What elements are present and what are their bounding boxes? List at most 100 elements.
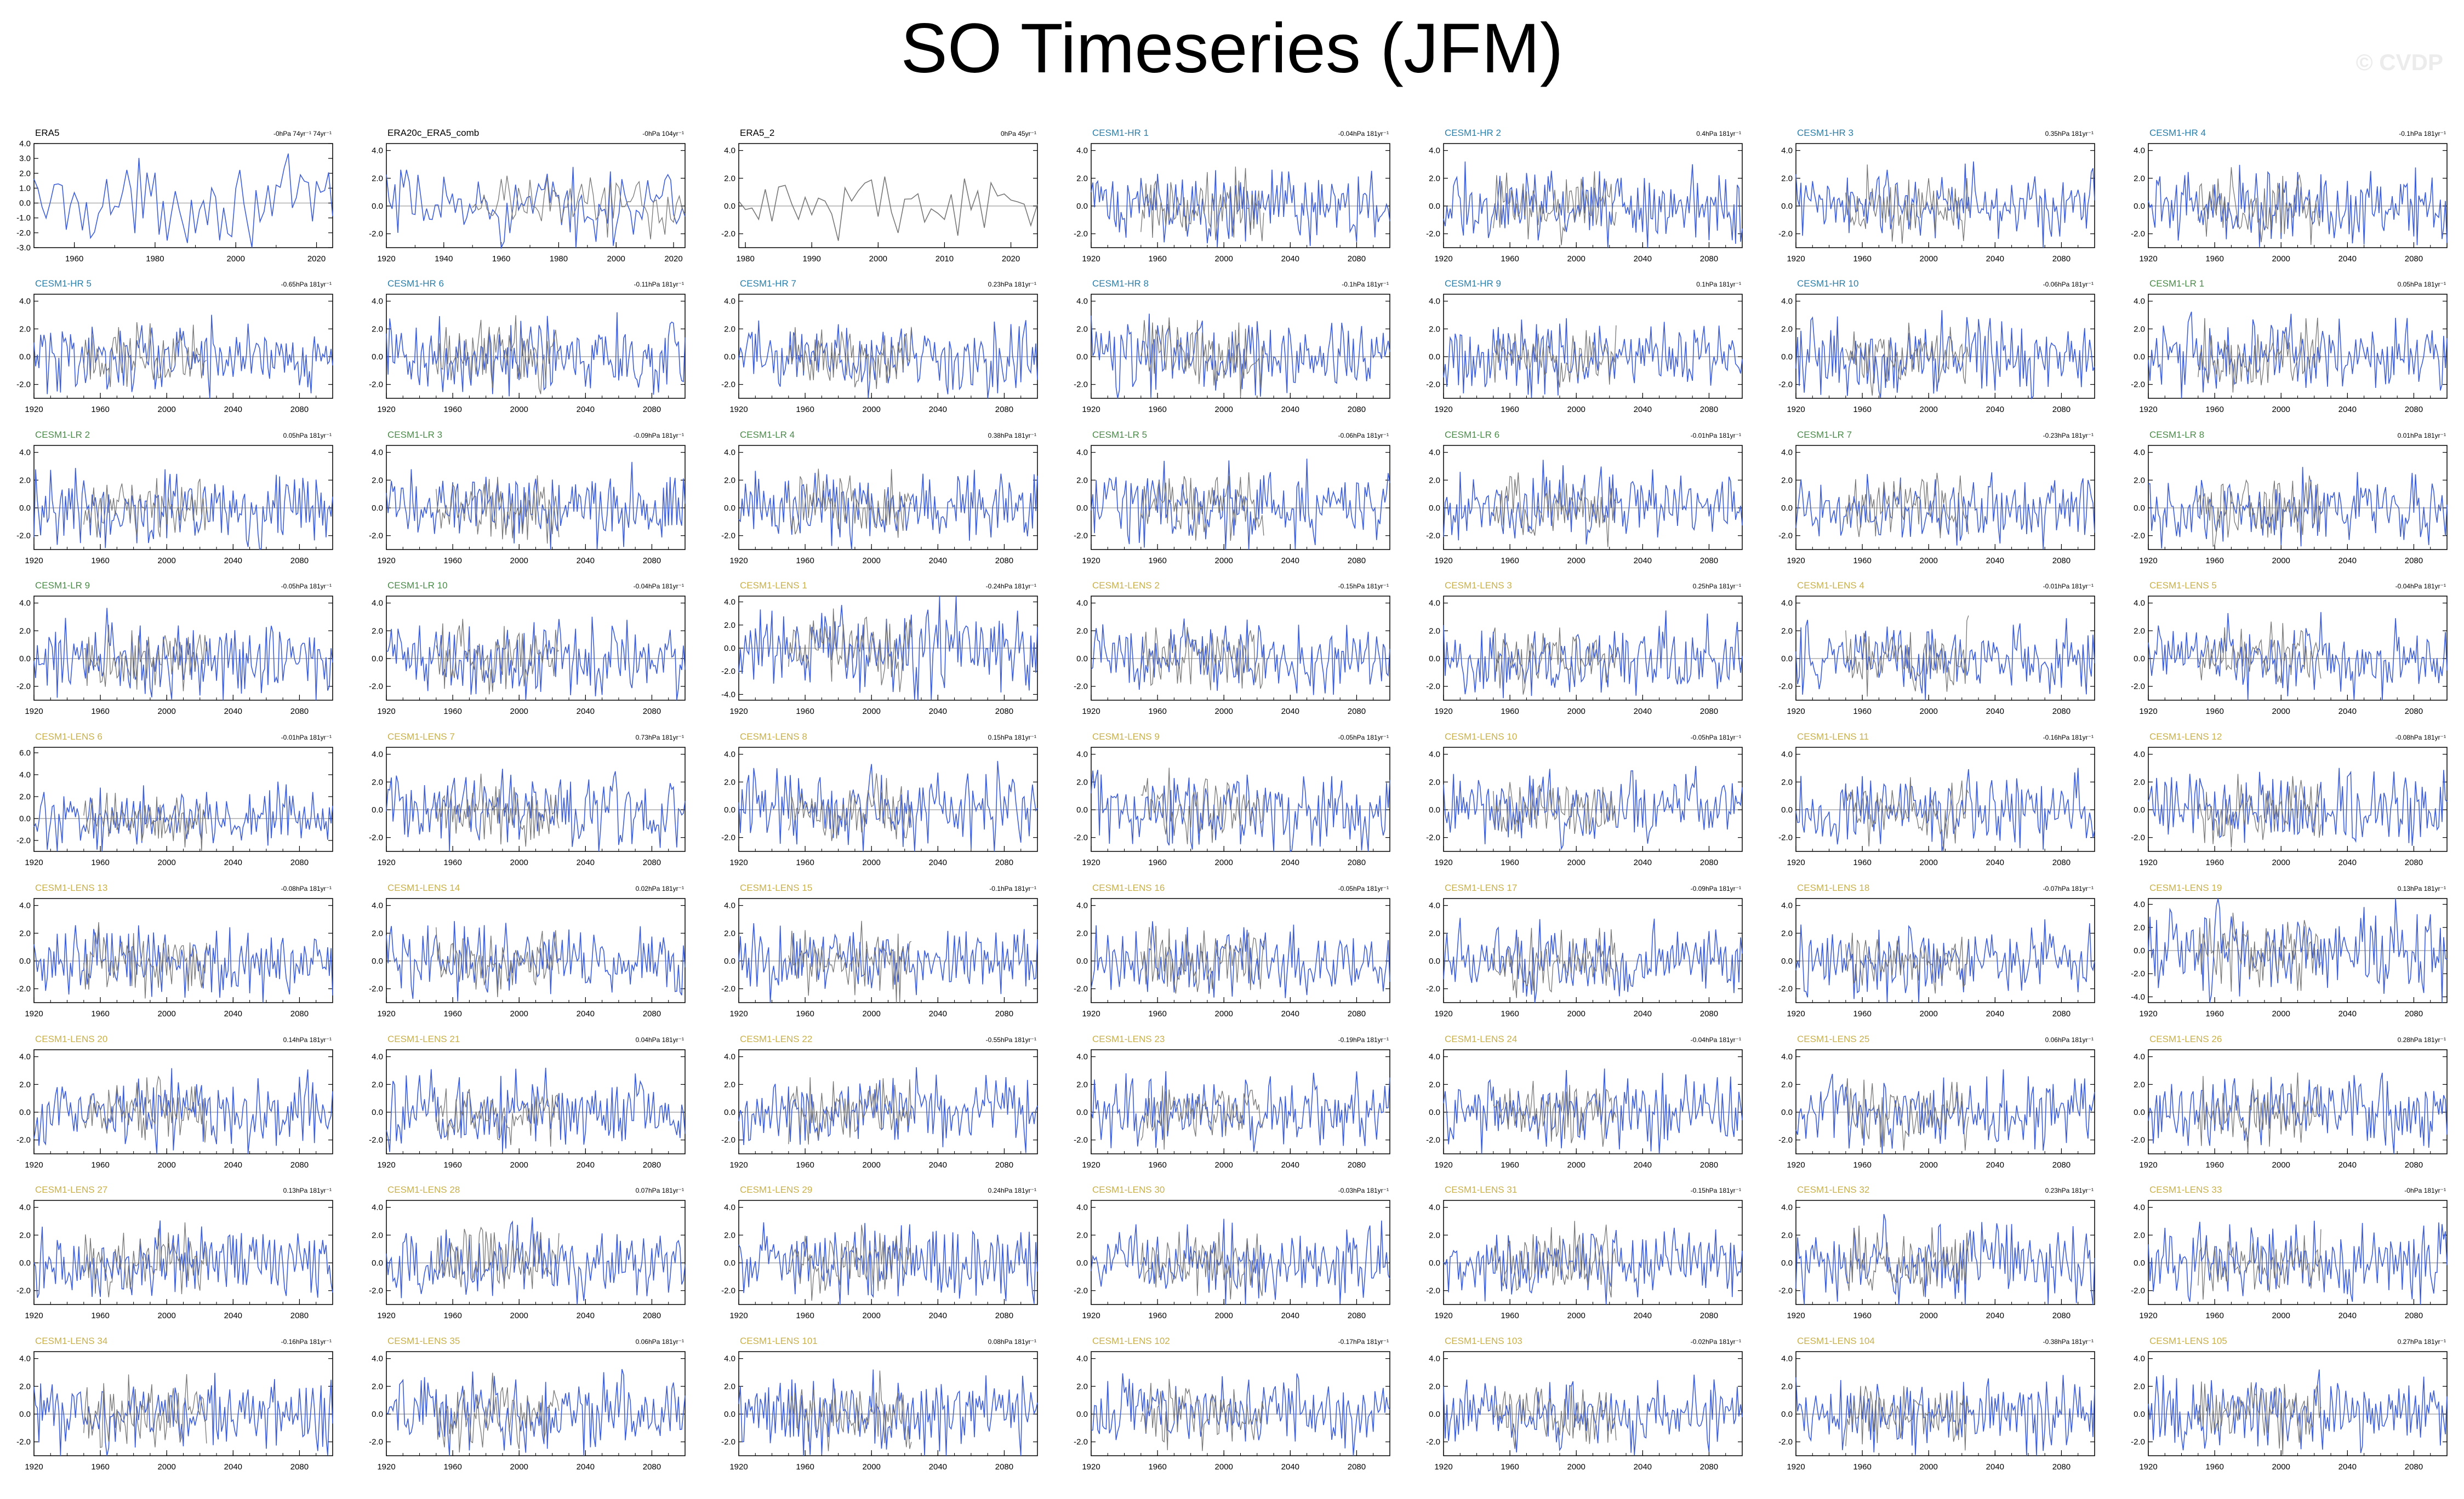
series-line: [1795, 1214, 2095, 1305]
panel-label: CESM1-LENS 14: [387, 883, 460, 893]
y-tick-label: -2.0: [721, 230, 735, 239]
y-tick-label: 4.0: [1781, 297, 1793, 306]
x-tick-label: 2080: [1348, 707, 1366, 716]
panel-cesm1-lr-8: CESM1-LR 8 0.01hPa 181yr⁻¹ 4.0 2.0 0.0 -2.0 19…: [2131, 430, 2448, 565]
trend-label: -0.05hPa 181yr⁻¹: [1338, 734, 1389, 741]
y-tick-label: 4.0: [1781, 448, 1793, 457]
panel-label: CESM1-LENS 8: [740, 731, 807, 742]
series-line: [2148, 1072, 2448, 1154]
x-tick-label: 1920: [2139, 1311, 2157, 1320]
y-tick-label: 4.0: [1781, 1354, 1793, 1364]
y-tick-label: 2.0: [1076, 626, 1088, 636]
x-tick-label: 2040: [577, 556, 595, 565]
y-tick-label: 2.0: [1429, 1382, 1440, 1391]
x-tick-label: 1920: [1434, 556, 1452, 565]
y-tick-label: 4.0: [2134, 448, 2145, 457]
plot-frame: [1795, 143, 2095, 248]
x-tick-label: 2040: [577, 405, 595, 414]
series-line: [738, 470, 1038, 550]
y-tick-label: -2.0: [16, 1286, 31, 1296]
y-tick-label: -2.0: [369, 380, 383, 390]
x-tick-label: 1920: [1434, 1311, 1452, 1320]
x-tick-label: 1960: [1853, 707, 1871, 716]
x-tick-label: 2040: [577, 1160, 595, 1170]
y-tick-label: 0.0: [1076, 654, 1088, 663]
x-tick-label: 1920: [729, 707, 748, 716]
y-tick-label: -2.0: [369, 1438, 383, 1447]
trend-label: 0.15hPa 181yr⁻¹: [988, 734, 1036, 741]
plot-frame: [2148, 143, 2448, 248]
obs-line: [83, 1075, 207, 1143]
series-line: [2148, 1221, 2448, 1305]
series-line: [1091, 169, 1390, 248]
trend-label: -0.05hPa 181yr⁻¹: [281, 582, 332, 590]
series-line: [2148, 768, 2448, 846]
panel-label: CESM1-HR 10: [1797, 278, 1858, 289]
y-tick-label: 0.0: [724, 1410, 735, 1419]
obs-line: [1845, 615, 1969, 697]
x-tick-label: 2000: [1920, 858, 1938, 867]
obs-line: [1140, 472, 1264, 541]
series-line: [33, 608, 333, 701]
y-tick-label: 4.0: [372, 750, 383, 759]
y-tick-label: 2.0: [1429, 476, 1440, 485]
x-tick-label: 2000: [1920, 1009, 1938, 1019]
panel-cesm1-lens-27: CESM1-LENS 27 0.13hPa 181yr⁻¹ 4.0 2.0 0.0 -2.…: [16, 1185, 333, 1320]
y-tick-label: 2.0: [1076, 777, 1088, 787]
x-tick-label: 2080: [995, 1462, 1013, 1472]
trend-label: -0.1hPa 181yr⁻¹: [989, 885, 1036, 892]
x-tick-label: 1920: [1787, 556, 1805, 565]
panel-cesm1-lens-32: CESM1-LENS 32 0.23hPa 181yr⁻¹ 4.0 2.0 0.0 -2.…: [1778, 1185, 2095, 1320]
series-line: [1091, 459, 1390, 550]
y-tick-label: 0.0: [2134, 352, 2145, 362]
x-tick-label: 1920: [729, 1311, 748, 1320]
x-tick-label: 2000: [1215, 1311, 1233, 1320]
y-tick-label: -2.0: [1778, 380, 1793, 390]
panel-label: ERA20c_ERA5_comb: [387, 128, 479, 138]
x-tick-label: 2010: [936, 254, 954, 264]
series-line: [738, 1369, 1038, 1456]
series-line: [1443, 918, 1743, 1003]
x-tick-label: 2000: [1215, 405, 1233, 414]
trend-label: 0.08hPa 181yr⁻¹: [988, 1338, 1036, 1346]
y-tick-label: 0.0: [372, 654, 383, 663]
x-tick-label: 1920: [25, 1311, 43, 1320]
x-tick-label: 2080: [643, 707, 661, 716]
y-tick-label: 2.0: [2134, 777, 2145, 787]
panel-era20c-era5-comb: ERA20c_ERA5_comb -0hPa 104yr⁻¹ 4.0 2.0 0.0 -2…: [369, 128, 686, 264]
obs-line: [1140, 1378, 1264, 1451]
x-tick-label: 1960: [1853, 1462, 1871, 1472]
x-tick-label: 1960: [1501, 707, 1519, 716]
y-tick-label: -4.0: [2131, 992, 2145, 1002]
x-tick-label: 1960: [1148, 707, 1166, 716]
trend-label: -0.23hPa 181yr⁻¹: [2043, 432, 2094, 439]
obs-line: [788, 327, 912, 389]
series-line: [386, 167, 686, 249]
obs-line: [1493, 627, 1617, 695]
y-tick-label: 4.0: [1076, 146, 1088, 156]
x-tick-label: 2040: [1281, 707, 1299, 716]
x-tick-label: 1920: [1082, 254, 1100, 264]
panel-label: CESM1-LENS 10: [1445, 731, 1517, 742]
x-tick-label: 1960: [1148, 1009, 1166, 1019]
x-tick-label: 1960: [91, 707, 109, 716]
x-tick-label: 2040: [1986, 1009, 2004, 1019]
y-tick-label: 2.0: [19, 1231, 31, 1240]
y-tick-label: 2.0: [1781, 476, 1793, 485]
x-tick-label: 1940: [435, 254, 453, 264]
x-tick-label: 1960: [443, 1009, 461, 1019]
y-tick-label: -2.0: [721, 833, 735, 843]
x-tick-label: 1990: [803, 254, 821, 264]
x-tick-label: 1920: [2139, 254, 2157, 264]
trend-label: 0.01hPa 181yr⁻¹: [2398, 432, 2446, 439]
x-tick-label: 2040: [224, 556, 242, 565]
panel-cesm1-lens-6: CESM1-LENS 6 -0.01hPa 181yr⁻¹ 6.0 4.0 2.0 0.0…: [16, 731, 333, 867]
panel-label: CESM1-LENS 21: [387, 1034, 460, 1044]
panel-label: CESM1-LR 1: [2149, 278, 2204, 289]
panel-label: CESM1-LENS 2: [1092, 580, 1160, 591]
panel-era5: ERA5 -0hPa 74yr⁻¹ 74yr⁻¹ 4.0 3.0 2.0 1.0 0.0 -1…: [16, 128, 333, 264]
obs-line: [788, 468, 912, 538]
x-tick-label: 2040: [1281, 1462, 1299, 1472]
y-tick-label: 2.0: [1781, 1382, 1793, 1391]
trend-label: -0hPa 104yr⁻¹: [642, 130, 684, 138]
